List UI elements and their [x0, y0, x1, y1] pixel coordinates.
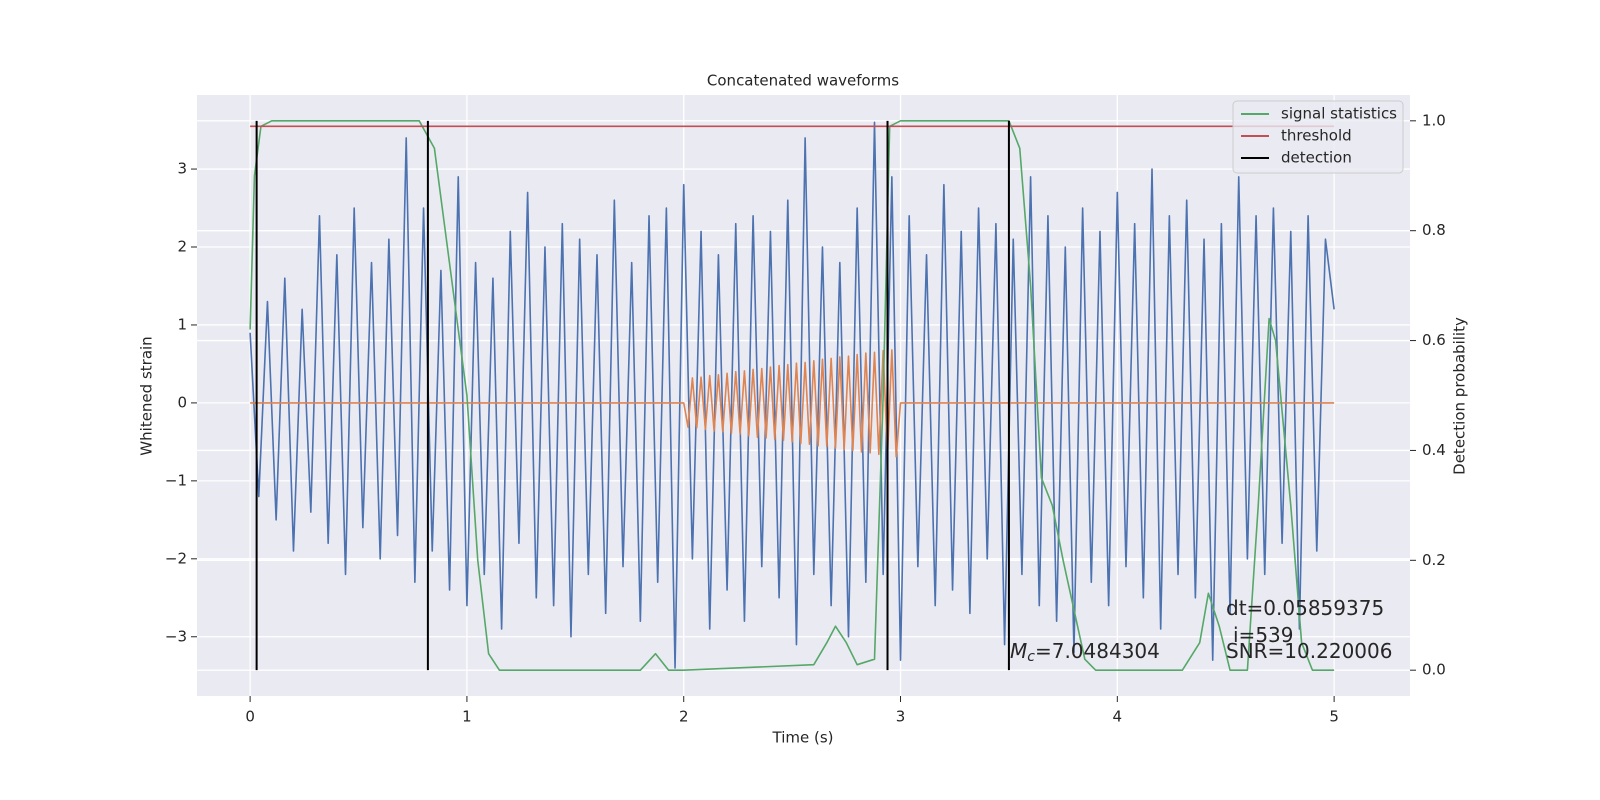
- y-tick-label: 2: [177, 238, 187, 256]
- legend: signal statistics threshold detection: [1232, 100, 1404, 174]
- annotation-text: SNR=10.220006: [1226, 639, 1392, 663]
- y-tick-label: −1: [165, 471, 187, 489]
- y2-tick-label: 0.2: [1422, 551, 1446, 569]
- x-tick-label: 2: [679, 708, 689, 726]
- x-axis-label: Time (s): [772, 729, 834, 747]
- y-tick-label: −2: [165, 549, 187, 567]
- y2-tick-label: 0.6: [1422, 331, 1446, 349]
- legend-box: [1232, 100, 1404, 174]
- y-tick-label: 1: [177, 315, 187, 333]
- x-tick-label: 5: [1329, 708, 1339, 726]
- y-axis-label: Whitened strain: [138, 336, 156, 455]
- annotation-subscript: c: [1027, 649, 1035, 665]
- annotation-text: i=539: [1233, 623, 1294, 647]
- x-tick-label: 0: [245, 708, 255, 726]
- annotation: SNR=10.220006: [1226, 639, 1392, 663]
- legend-label: signal statistics: [1281, 105, 1397, 123]
- y2-tick-label: 0.0: [1422, 661, 1446, 679]
- x-tick-label: 1: [462, 708, 472, 726]
- x-tick-label: 3: [896, 708, 906, 726]
- legend-label: detection: [1281, 149, 1352, 167]
- y2-tick-label: 0.8: [1422, 221, 1446, 239]
- y-tick-label: 3: [177, 160, 187, 178]
- y-tick-label: 0: [177, 393, 187, 411]
- chart-title: Concatenated waveforms: [707, 72, 899, 90]
- annotation: i=539: [1233, 623, 1294, 647]
- annotation-symbol: M: [1010, 639, 1027, 663]
- x-tick-label: 4: [1113, 708, 1123, 726]
- legend-label: threshold: [1281, 127, 1352, 145]
- annotation: Mc=7.0484304: [1010, 639, 1160, 666]
- annotation: dt=0.05859375: [1226, 596, 1384, 620]
- y-tick-label: −3: [165, 627, 187, 645]
- y2-tick-label: 0.4: [1422, 441, 1446, 459]
- y2-axis-label: Detection probability: [1451, 317, 1469, 475]
- annotation-text: =7.0484304: [1035, 639, 1160, 663]
- waveform-line: [250, 349, 1335, 458]
- waveform-line: [249, 121, 1335, 669]
- annotation-text: dt=0.05859375: [1226, 596, 1384, 620]
- y2-tick-label: 1.0: [1422, 111, 1446, 129]
